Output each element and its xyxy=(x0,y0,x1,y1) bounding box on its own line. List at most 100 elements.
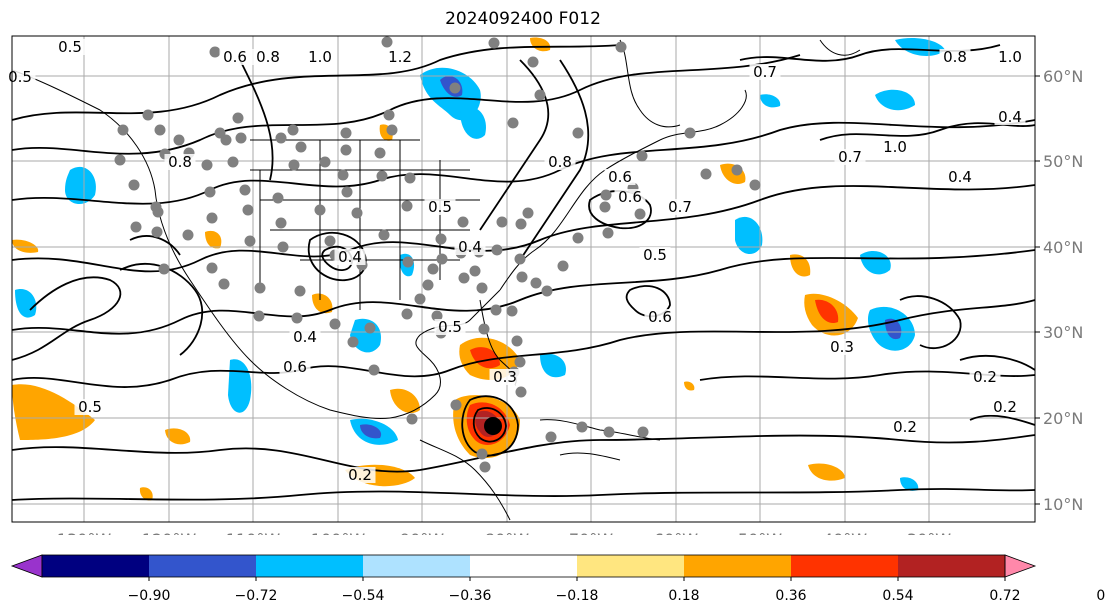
colorbar-segment xyxy=(684,555,791,577)
station-dot xyxy=(152,206,164,218)
station-dot xyxy=(545,431,557,443)
colorbar-tick-label: 0.90 xyxy=(1096,588,1105,604)
contour-label: 0.6 xyxy=(223,48,247,66)
station-dot xyxy=(319,156,331,168)
contour-label: 0.4 xyxy=(293,328,317,346)
map-title: 2024092400 F012 xyxy=(445,9,601,29)
contour-label-bg xyxy=(544,154,576,170)
contour-label-bg xyxy=(664,199,696,215)
station-dot xyxy=(488,37,500,49)
contour-label: 0.8 xyxy=(256,48,280,66)
station-dot xyxy=(244,235,256,247)
station-dot xyxy=(522,207,534,219)
contour-label-bg xyxy=(614,189,646,205)
station-dot xyxy=(406,413,418,425)
station-dot xyxy=(458,272,470,284)
colorbar-segment xyxy=(256,555,363,577)
station-dot xyxy=(636,150,648,162)
station-dot xyxy=(684,127,696,139)
lon-tick-label: 40°W xyxy=(823,530,867,535)
colorbar-outline xyxy=(41,554,1006,578)
map-frame xyxy=(11,35,1036,523)
station-dot xyxy=(341,186,353,198)
contour-label: 1.0 xyxy=(998,48,1022,66)
contour-label-bg xyxy=(252,49,284,65)
station-dot xyxy=(527,56,539,68)
lat-tick-label: 30°N xyxy=(1043,323,1083,342)
station-dot xyxy=(254,282,266,294)
contour-label-bg xyxy=(834,149,866,165)
station-dot xyxy=(294,285,306,297)
contour-label-bg xyxy=(994,49,1026,65)
station-dot xyxy=(515,386,527,398)
contour-label-bg xyxy=(219,49,251,65)
contour-label-bg xyxy=(304,49,336,65)
station-dot xyxy=(239,184,251,196)
contour-label-bg xyxy=(639,247,671,263)
station-dot xyxy=(731,164,743,176)
contour-label: 0.4 xyxy=(458,238,482,256)
station-dot xyxy=(401,200,413,212)
station-dot xyxy=(496,216,508,228)
station-dot xyxy=(534,89,546,101)
contour-label: 0.5 xyxy=(428,198,452,216)
colorbar-tick-label: −0.54 xyxy=(342,588,385,604)
contour-label: 1.0 xyxy=(308,48,332,66)
contour-label-bg xyxy=(434,319,466,335)
colorbar-low-extend xyxy=(10,554,43,578)
station-dot xyxy=(206,262,218,274)
station-dot xyxy=(615,41,627,53)
contour-label: 0.5 xyxy=(8,68,32,86)
contour-label: 0.2 xyxy=(973,368,997,386)
contour-label: 0.4 xyxy=(998,108,1022,126)
station-dot xyxy=(232,112,244,124)
station-dot xyxy=(511,335,523,347)
contour-label: 0.8 xyxy=(943,48,967,66)
contour-label-bg xyxy=(826,339,858,355)
station-dot xyxy=(287,124,299,136)
contour-label-bg xyxy=(54,39,86,55)
contour-label: 0.5 xyxy=(78,398,102,416)
lat-tick-label: 60°N xyxy=(1043,67,1083,86)
station-dot xyxy=(479,461,491,473)
contour-label-bg xyxy=(289,329,321,345)
lon-tick-label: 120°W xyxy=(142,530,197,535)
station-dot xyxy=(414,293,426,305)
station-dot xyxy=(275,217,287,229)
station-dot xyxy=(637,426,649,438)
lon-tick-label: 30°W xyxy=(907,530,951,535)
station-dot xyxy=(404,172,416,184)
station-dot xyxy=(158,263,170,275)
lon-tick-label: 90°W xyxy=(400,530,444,535)
station-dot xyxy=(130,221,142,233)
station-dot xyxy=(182,229,194,241)
contour-label-bg xyxy=(74,399,106,415)
coastlines xyxy=(11,39,861,521)
contour-labels: 0.5 0.6 0.8 1.0 1.2 1.0 0.8 0.5 0.4 0.7 1.0 0.4 0.6 0… xyxy=(4,38,1026,484)
station-dot xyxy=(209,46,221,58)
station-dot xyxy=(347,336,359,348)
station-dot xyxy=(295,141,307,153)
station-dot xyxy=(329,318,341,330)
lon-tick-label: 50°W xyxy=(738,530,782,535)
contour-label: 0.5 xyxy=(58,38,82,56)
station-dot xyxy=(541,285,553,297)
station-dot xyxy=(376,170,388,182)
contour-label: 0.7 xyxy=(753,63,777,81)
colorbar-segment xyxy=(470,555,577,577)
latitude-labels: 10°N 20°N 30°N 40°N 50°N 60°N xyxy=(1035,67,1083,514)
lat-tick-label: 10°N xyxy=(1043,495,1083,514)
station-dot xyxy=(374,147,386,159)
station-dot xyxy=(314,204,326,216)
contour-label-bg xyxy=(604,169,636,185)
contour-label: 0.8 xyxy=(548,153,572,171)
station-dot xyxy=(364,322,376,334)
lat-tick-label: 20°N xyxy=(1043,409,1083,428)
station-dot xyxy=(351,207,363,219)
lon-tick-label: 130°W xyxy=(57,530,112,535)
station-dot xyxy=(515,218,527,230)
colorbar-tick-label: −0.36 xyxy=(449,588,492,604)
contour-label-bg xyxy=(969,369,1001,385)
contour-label-bg xyxy=(749,64,781,80)
contour-label-bg xyxy=(489,369,521,385)
